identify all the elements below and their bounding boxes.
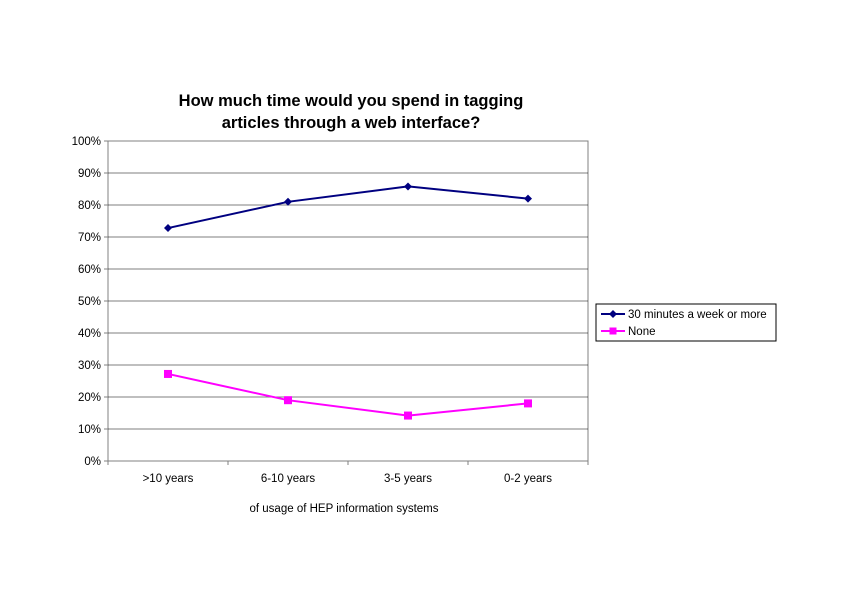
chart-title-line-1: How much time would you spend in tagging xyxy=(179,92,524,110)
data-point-series-1 xyxy=(284,197,292,206)
x-axis: >10 years 6-10 years 3-5 years 0-2 years xyxy=(107,461,589,485)
y-tick-label: 20% xyxy=(78,392,101,404)
series-layer xyxy=(164,182,532,420)
legend-box xyxy=(595,303,777,342)
y-tick-label: 60% xyxy=(78,264,101,276)
x-axis-label: of usage of HEP information systems xyxy=(250,503,439,515)
y-tick-label: 10% xyxy=(78,424,101,436)
legend-label-series-1: 30 minutes a week or more xyxy=(628,309,767,321)
x-tick-label: 6-10 years xyxy=(261,473,316,485)
x-tick-label: >10 years xyxy=(143,473,194,485)
legend-marker-series-1 xyxy=(609,310,617,318)
data-point-series-1 xyxy=(404,182,412,191)
x-tick-label: 0-2 years xyxy=(504,473,552,485)
data-point-series-2 xyxy=(284,396,292,405)
y-tick-label: 0% xyxy=(84,456,101,468)
y-tick-label: 30% xyxy=(78,360,101,372)
data-point-series-2 xyxy=(404,411,412,420)
chart-title-line-2: articles through a web interface? xyxy=(222,114,481,132)
series-line-1 xyxy=(167,185,529,230)
data-point-series-1 xyxy=(164,224,172,233)
y-tick-label: 90% xyxy=(78,168,101,180)
legend: 30 minutes a week or more None xyxy=(595,303,777,342)
x-tick-label: 3-5 years xyxy=(384,473,432,485)
gridlines xyxy=(108,172,588,430)
y-axis: 0% 10% 20% 30% 40% 50% 60% 70% 80% 90% 100% xyxy=(72,136,108,468)
y-tick-label: 50% xyxy=(78,296,101,308)
data-point-series-2 xyxy=(524,399,532,408)
y-tick-label: 40% xyxy=(78,328,101,340)
legend-label-series-2: None xyxy=(628,326,656,338)
series-line-2 xyxy=(167,372,529,417)
y-tick-label: 80% xyxy=(78,200,101,212)
legend-marker-series-2 xyxy=(609,327,617,335)
y-tick-label: 70% xyxy=(78,232,101,244)
data-point-series-1 xyxy=(524,194,532,203)
data-point-series-2 xyxy=(164,369,172,378)
y-tick-label: 100% xyxy=(72,136,101,148)
